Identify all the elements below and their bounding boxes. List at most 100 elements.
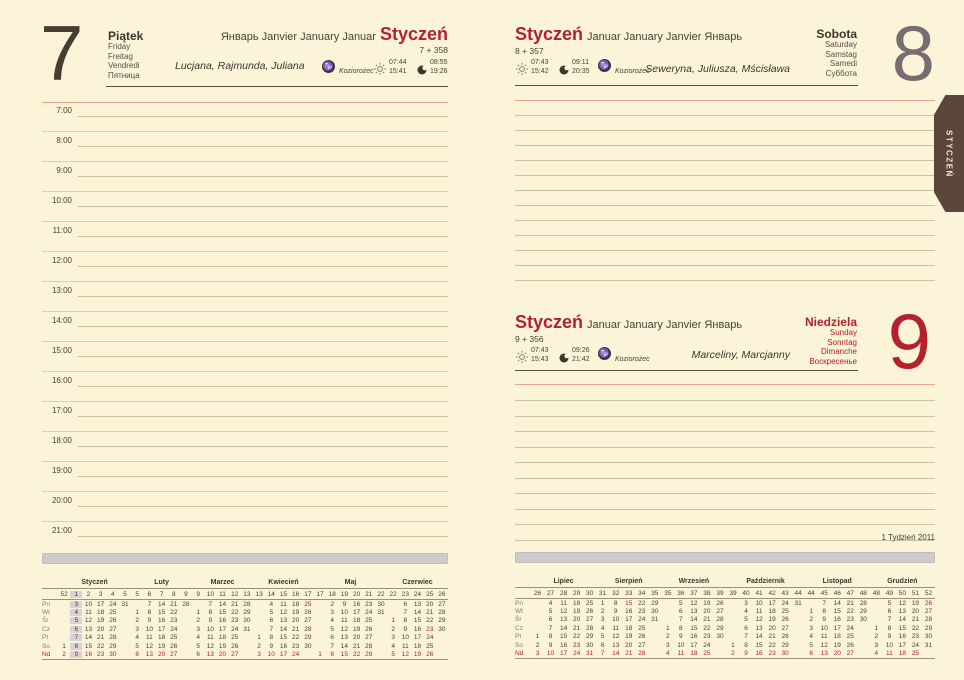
mini-cal-day-cell: 25 [703,650,711,658]
mini-cal-day-label: Pn [42,600,50,608]
mini-cal-day-label: Wt [42,609,50,617]
half-hour-line [42,431,448,432]
mini-cal-day-cell: 31 [121,600,129,608]
mini-cal-day-cell: 3 [874,641,879,649]
mini-cal-day-cell: 1 [731,641,735,649]
mini-cal-day-cell: 6 [269,617,274,625]
mini-cal-day-cell: 7 [70,634,83,642]
mini-cal-day-cell: 26 [170,642,178,650]
mini-cal-day-cell: 4 [135,634,140,642]
hour-label: 9:00 [56,166,72,175]
mini-cal-day-cell: 21 [703,616,711,624]
mini-cal-day-cell: 29 [859,608,867,616]
mini-cal-month-name: Czerwiec [402,579,433,586]
left-day-number: 7 [40,9,83,97]
mini-cal-day-label: Cz [515,624,523,632]
mini-cal-day-cell: 4 [744,608,748,616]
month-names-other: Januar January Janvier Январь [587,319,743,331]
mini-cal-day-cell: 5 [809,641,813,649]
mini-cal-day-cell: 27 [231,651,239,659]
saturday-day-names: Sobota Saturday Samstag Samedi Суббота [816,28,857,78]
mini-cal-day-cell: 23 [292,642,300,650]
mini-cal-day-cell: 14 [755,633,763,641]
note-line [515,477,935,479]
mini-cal-day-cell: 15 [559,633,568,641]
mini-cal-day-cell: 6 [600,641,605,649]
mini-cal-day-cell: 2 [391,625,395,633]
mini-cal-day-cell: 8 [70,642,83,650]
mini-cal-day-cell: 2 [666,633,670,641]
day-name-fr: Vendredi [108,61,140,71]
mini-cal-day-cell: 22 [638,599,646,607]
mini-cal-day-cell: 15 [340,651,349,659]
mini-cal-day-cell: 22 [703,624,711,632]
sunday-red-separator [515,384,935,385]
mini-cal-week-number: 40 [742,589,750,597]
zodiac-capricorn-icon: ♑ [322,60,335,73]
note-line [515,280,935,281]
mini-cal-day-cell: 4 [269,600,274,608]
sunday-day-number: 9 [887,297,931,385]
mini-cal-day-label: Cz [42,625,50,633]
mini-cal-day-cell: 15 [755,641,763,649]
mini-cal-day-cell: 25 [109,609,117,617]
mini-cal-day-cell: 7 [330,642,335,650]
mini-cal-day-cell: 20 [157,651,166,659]
mini-cal-day-cell: 6 [809,650,813,658]
mini-cal-row: So 1 8 15 22 29 5 12 19 26 5 12 19 26 2 9 16 23 30 7 14 21 28 4… [42,642,448,650]
mini-cal-day-cell: 10 [145,625,154,633]
hour-label: 17:00 [51,406,72,415]
mini-cal-day-cell: 10 [84,600,93,608]
mini-cal-day-cell: 6 [196,651,200,659]
sunrise-sunset-icon [516,62,528,80]
mini-cal-day-cell: 5 [135,642,140,650]
mini-cal-week-number: 44 [807,589,815,597]
mini-cal-day-cell: 20 [703,608,711,616]
mini-cal-day-cell: 13 [690,608,698,616]
mini-cal-day-cell: 26 [426,651,434,659]
mini-cal-day-cell: 17 [218,625,227,633]
note-line [515,508,935,510]
mini-cal-day-cell: 16 [755,650,763,658]
mini-cal-day-cell: 11 [85,609,92,617]
hour-label: 13:00 [51,286,72,295]
sunrise-time: 07:44 [389,59,407,66]
mini-cal-day-cell: 10 [885,641,893,649]
mini-cal-day-cell: 16 [157,617,166,625]
mini-cal-week-number: 23 [401,590,409,598]
mini-cal-day-cell: 23 [97,651,105,659]
day-name-ru: Суббота [825,68,857,78]
namedays: Seweryna, Juliusza, Mścisława [645,63,790,75]
day-name-primary: Niedziela [804,315,857,329]
mini-cal-day-cell: 15 [84,642,93,650]
month-tab[interactable]: STYCZEŃ [934,95,964,212]
mini-cal-day-cell: 3 [135,625,140,633]
mini-cal-day-cell: 11 [886,650,893,658]
mini-cal-day-cell: 13 [612,641,620,649]
mini-cal-day-cell: 1 [535,633,540,641]
hour-label: 8:00 [56,136,72,145]
mini-cal-day-cell: 10 [340,609,349,617]
mini-cal-day-cell: 12 [690,599,698,607]
half-hour-line [42,131,448,132]
mini-cal-day-cell: 7 [887,616,892,624]
mini-cal-row: Pt 7 14 21 28 4 11 18 25 4 11 18 25 1 8 15 22 29 6 13 20 27 3 1… [42,634,448,642]
mini-cal-day-cell: 13 [84,625,93,633]
mini-cal-day-cell: 29 [243,609,251,617]
mini-cal-day-cell: 6 [679,608,683,616]
mini-cal-week-number: 36 [677,589,685,597]
right-mini-calendars: Lipiec Sierpień Wrzesień Październik Listopa… [515,576,935,659]
mini-cal-day-cell: 12 [820,641,828,649]
mini-cal-week-number: 43 [781,589,789,597]
mini-cal-day-cell: 4 [666,650,670,658]
mini-cal-day-cell: 30 [377,600,385,608]
mini-cal-day-cell: 18 [898,650,907,658]
mini-cal-day-cell: 18 [690,650,698,658]
note-line [515,175,935,176]
saturday-red-separator [515,100,935,101]
mini-cal-day-cell: 30 [781,650,789,658]
mini-cal-day-cell: 25 [231,634,239,642]
mini-cal-day-cell: 21 [170,600,178,608]
mini-cal-day-cell: 7 [744,633,748,641]
